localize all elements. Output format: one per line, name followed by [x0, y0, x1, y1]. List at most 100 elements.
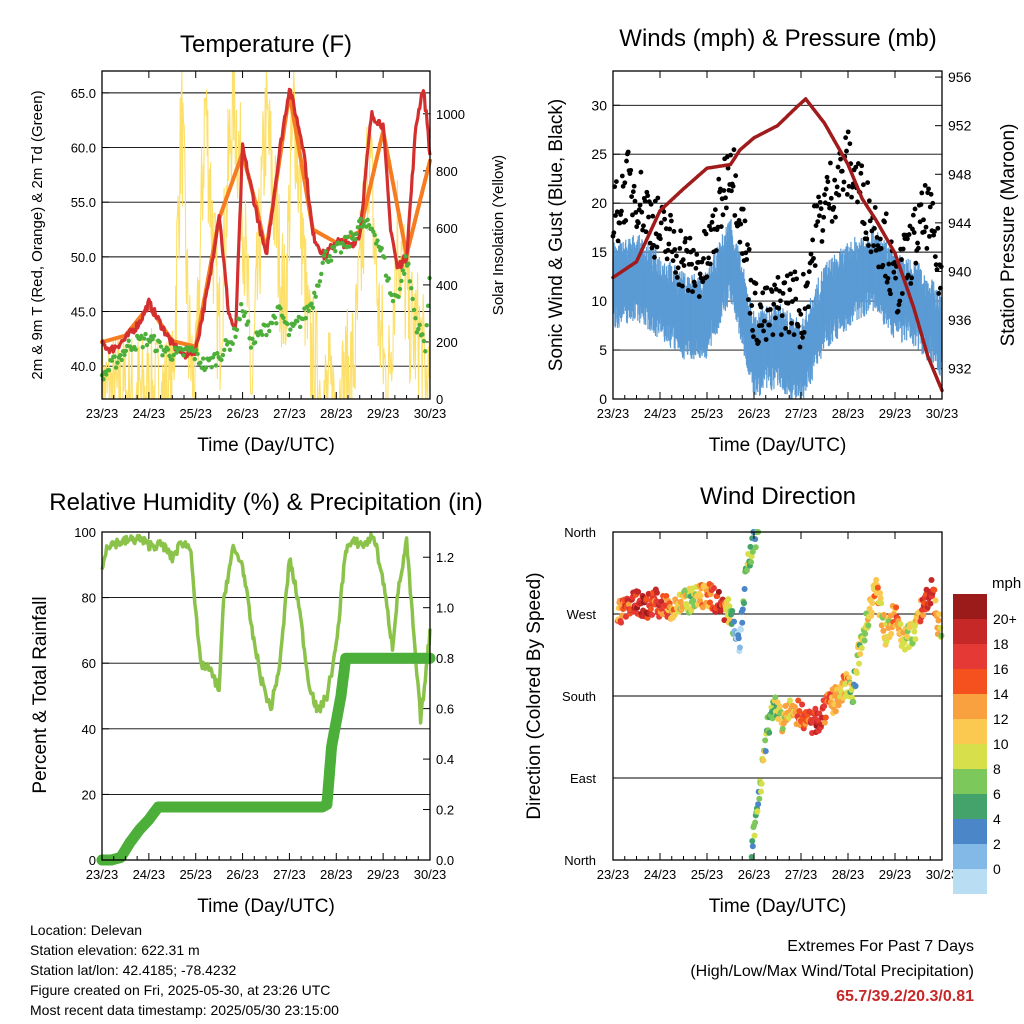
direction-y-tick-label: South — [562, 689, 596, 704]
dewpoint-point — [243, 310, 248, 315]
gust-point — [737, 239, 743, 245]
dewpoint-point — [233, 334, 238, 340]
dewpoint-point — [312, 290, 317, 296]
dewpoint-point — [298, 324, 303, 330]
temperature-y2-tick-label: 400 — [436, 278, 458, 293]
dewpoint-point — [209, 365, 214, 370]
elevation-text: Station elevation: 622.31 m — [30, 942, 200, 958]
gust-point — [801, 329, 807, 335]
dewpoint-point — [150, 337, 155, 342]
humidity-y-tick-label: 0 — [89, 853, 96, 868]
wind-direction-point — [846, 674, 853, 681]
wind-direction-point — [869, 600, 876, 607]
winds-x-tick-label: 24/23 — [644, 406, 677, 421]
dewpoint-point — [411, 307, 417, 313]
temperature-title: Temperature (F) — [180, 31, 352, 58]
gust-point — [682, 239, 688, 245]
wind-direction-point — [931, 586, 938, 593]
wind-direction-point — [880, 627, 887, 634]
humidity-y-tick-label: 100 — [74, 525, 96, 540]
gust-point — [770, 332, 776, 338]
dewpoint-point — [309, 301, 314, 306]
temperature-y2-tick-label: 1000 — [436, 107, 465, 122]
dewpoint-point — [354, 231, 359, 237]
dewpoint-point — [189, 345, 195, 350]
gust-point — [712, 207, 718, 213]
winds-y-tick-label: 25 — [591, 146, 607, 162]
gust-point — [753, 281, 759, 286]
wind-direction-point — [618, 619, 625, 626]
wind-direction-point — [776, 703, 783, 710]
wind-direction-point — [738, 626, 745, 633]
direction-x-tick-label: 24/23 — [644, 867, 677, 882]
gust-point — [710, 213, 716, 219]
speed-legend-label: 2 — [993, 836, 1001, 852]
humidity-y2-tick-label: 1.0 — [436, 601, 454, 616]
dewpoint-point — [328, 258, 334, 263]
wind-direction-point — [647, 605, 654, 612]
dewpoint-point — [230, 341, 235, 347]
dewpoint-point — [203, 365, 209, 370]
dewpoint-point — [126, 338, 131, 343]
winds-y-tick-label: 10 — [591, 293, 607, 309]
speed-legend-label: 0 — [993, 861, 1001, 877]
humidity-x-tick-label: 30/23 — [414, 867, 447, 882]
dewpoint-point — [413, 315, 418, 321]
dewpoint-point — [106, 368, 112, 373]
gust-point — [709, 219, 715, 225]
dewpoint-point — [355, 225, 361, 230]
wind-direction-point — [756, 795, 763, 802]
station-info: Location: Delevan Station elevation: 622… — [30, 920, 339, 1020]
dewpoint-point — [390, 298, 396, 304]
dewpoint-point — [269, 320, 275, 326]
dewpoint-point — [424, 322, 429, 328]
direction-y-tick-label: North — [564, 525, 596, 540]
gust-point — [834, 184, 840, 190]
gust-point — [841, 179, 847, 185]
extremes-heading: Extremes For Past 7 Days — [787, 938, 974, 955]
wind-direction-point — [758, 788, 765, 795]
wind-direction-point — [888, 630, 895, 637]
gust-point — [731, 147, 737, 153]
gust-point — [861, 182, 866, 188]
dewpoint-point — [144, 342, 150, 348]
dewpoint-point — [288, 327, 293, 332]
gust-point — [797, 344, 803, 350]
wind-direction-point — [812, 705, 819, 712]
humidity-y-tick-label: 80 — [82, 591, 96, 606]
dewpoint-point — [397, 286, 403, 292]
gust-point — [613, 213, 618, 218]
wind-direction-point — [868, 609, 875, 616]
gust-point — [776, 305, 782, 311]
gust-point — [752, 290, 758, 296]
wind-direction-point — [858, 645, 865, 652]
gust-point — [863, 230, 869, 236]
humidity-x-tick-label: 28/23 — [320, 867, 353, 882]
wind-direction-point — [707, 599, 714, 606]
gust-point — [792, 269, 798, 275]
gust-point — [672, 247, 678, 252]
wind-direction-point — [911, 623, 918, 630]
gust-point — [619, 208, 624, 214]
temperature-y2-tick-label: 200 — [436, 335, 458, 350]
extremes-values: 65.7/39.2/20.3/0.81 — [836, 988, 974, 1005]
gust-point — [787, 287, 793, 293]
dewpoint-point — [258, 329, 264, 334]
dewpoint-point — [338, 250, 344, 255]
wind-direction-point — [786, 697, 793, 704]
gust-point — [668, 218, 674, 224]
gust-point — [683, 236, 689, 241]
gust-point — [821, 214, 827, 220]
wind-direction-point — [699, 604, 706, 611]
dewpoint-point — [241, 313, 247, 319]
wind-direction-point — [920, 612, 927, 619]
gust-point — [788, 271, 794, 277]
wind-direction-point — [927, 600, 934, 607]
gust-point — [773, 315, 778, 321]
wind-direction-point — [935, 617, 942, 624]
gust-point — [658, 220, 664, 226]
gust-point — [771, 301, 777, 307]
gust-point — [868, 249, 874, 255]
winds-y2-tick-label: 952 — [948, 118, 972, 134]
gust-point — [772, 282, 777, 288]
